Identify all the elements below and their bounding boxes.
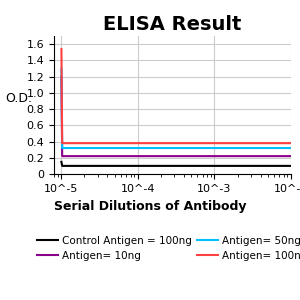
Control Antigen = 100ng [149,164,152,168]
Antigen= 10ng [81,154,85,158]
Antigen= 10ng [153,154,157,158]
Legend: Control Antigen = 100ng, Antigen= 10ng, Antigen= 50ng, Antigen= 100ng: Control Antigen = 100ng, Antigen= 10ng, … [33,232,300,265]
Control Antigen = 100ng [153,164,157,168]
Line: Control Antigen = 100ng: Control Antigen = 100ng [61,162,291,166]
Antigen= 100ng [288,141,292,145]
Control Antigen = 100ng [288,164,292,168]
Control Antigen = 100ng [289,164,293,168]
Antigen= 50ng [60,67,63,70]
Antigen= 50ng [152,146,156,150]
Line: Antigen= 10ng: Antigen= 10ng [61,76,291,156]
Y-axis label: O.D.: O.D. [5,92,32,105]
Antigen= 100ng [96,141,99,145]
Antigen= 100ng [153,141,157,145]
Antigen= 50ng [81,146,85,150]
Antigen= 10ng [60,75,63,78]
Antigen= 100ng [81,141,85,145]
Antigen= 50ng [149,146,152,150]
Control Antigen = 100ng [152,164,156,168]
Antigen= 100ng [149,141,152,145]
Antigen= 10ng [289,154,293,158]
Antigen= 50ng [288,146,292,150]
Control Antigen = 100ng [96,164,99,168]
Antigen= 100ng [60,47,63,51]
Antigen= 50ng [289,146,293,150]
Line: Antigen= 50ng: Antigen= 50ng [61,68,291,148]
Text: Serial Dilutions of Antibody: Serial Dilutions of Antibody [54,200,246,213]
Antigen= 10ng [96,154,99,158]
Antigen= 100ng [289,141,293,145]
Antigen= 10ng [288,154,292,158]
Line: Antigen= 100ng: Antigen= 100ng [61,49,291,143]
Antigen= 10ng [149,154,152,158]
Antigen= 50ng [153,146,157,150]
Antigen= 50ng [96,146,99,150]
Antigen= 10ng [152,154,156,158]
Antigen= 100ng [152,141,156,145]
Title: ELISA Result: ELISA Result [103,15,242,34]
Control Antigen = 100ng [60,160,63,164]
Control Antigen = 100ng [81,164,85,168]
